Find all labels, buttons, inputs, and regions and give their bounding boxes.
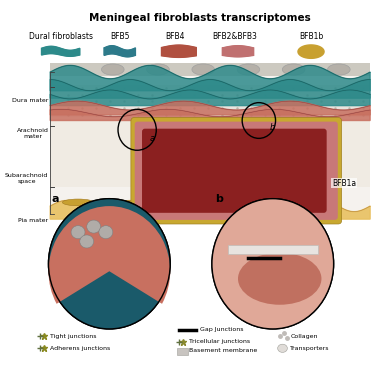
FancyBboxPatch shape: [50, 120, 370, 188]
FancyBboxPatch shape: [135, 122, 338, 220]
FancyBboxPatch shape: [131, 117, 342, 224]
FancyBboxPatch shape: [50, 63, 370, 76]
Ellipse shape: [99, 226, 113, 238]
Ellipse shape: [192, 64, 214, 75]
Text: Collagen: Collagen: [290, 334, 318, 339]
Text: Tight junctions: Tight junctions: [50, 334, 97, 339]
Text: Dura mater: Dura mater: [12, 98, 48, 102]
Text: Adherens junctions: Adherens junctions: [50, 346, 111, 351]
Ellipse shape: [71, 226, 85, 238]
FancyBboxPatch shape: [228, 245, 318, 255]
Text: BFB1a: BFB1a: [332, 178, 356, 188]
Ellipse shape: [80, 235, 94, 248]
Polygon shape: [104, 46, 135, 57]
Polygon shape: [50, 101, 370, 115]
Text: Dural fibroblasts: Dural fibroblasts: [28, 32, 93, 41]
Text: Subarachnoid
space: Subarachnoid space: [5, 173, 48, 184]
FancyBboxPatch shape: [177, 348, 188, 355]
Ellipse shape: [100, 200, 132, 207]
Ellipse shape: [87, 220, 100, 233]
Text: BFB4: BFB4: [166, 32, 185, 41]
Polygon shape: [42, 46, 80, 56]
Text: Pia mater: Pia mater: [18, 219, 48, 224]
Text: b: b: [215, 194, 223, 204]
Text: a: a: [149, 134, 154, 143]
Text: b: b: [269, 123, 274, 132]
FancyBboxPatch shape: [50, 63, 370, 219]
Wedge shape: [48, 206, 170, 304]
Ellipse shape: [214, 188, 234, 198]
Ellipse shape: [182, 186, 203, 196]
Polygon shape: [50, 80, 370, 98]
Ellipse shape: [238, 253, 321, 305]
Ellipse shape: [259, 185, 280, 196]
Ellipse shape: [327, 64, 350, 75]
FancyBboxPatch shape: [50, 85, 370, 117]
Polygon shape: [222, 46, 254, 57]
Ellipse shape: [237, 64, 260, 75]
Polygon shape: [162, 45, 196, 57]
Text: Arachnoid
mater: Arachnoid mater: [16, 128, 48, 139]
Ellipse shape: [282, 64, 305, 75]
Polygon shape: [298, 45, 324, 58]
Polygon shape: [50, 65, 370, 91]
Polygon shape: [50, 90, 370, 106]
Circle shape: [212, 199, 334, 329]
Text: Gap Junctions: Gap Junctions: [200, 327, 243, 332]
Circle shape: [48, 199, 170, 329]
Ellipse shape: [278, 344, 287, 352]
Text: Meningeal fibroblasts transcriptomes: Meningeal fibroblasts transcriptomes: [89, 12, 310, 22]
Ellipse shape: [102, 64, 124, 75]
Text: Transporters: Transporters: [290, 346, 330, 351]
Polygon shape: [50, 110, 370, 120]
Text: a: a: [52, 194, 60, 204]
Circle shape: [212, 199, 334, 329]
Ellipse shape: [147, 64, 170, 75]
Text: BFB5: BFB5: [110, 32, 129, 41]
Text: Tricellular junctions: Tricellular junctions: [189, 339, 250, 345]
Ellipse shape: [294, 187, 315, 197]
Circle shape: [48, 199, 170, 329]
Text: BFB2&BFB3: BFB2&BFB3: [212, 32, 257, 41]
Ellipse shape: [62, 199, 94, 206]
Text: BFB1b: BFB1b: [299, 32, 323, 41]
Polygon shape: [50, 201, 370, 219]
Text: Basement membrane: Basement membrane: [189, 348, 258, 353]
FancyBboxPatch shape: [142, 129, 327, 213]
